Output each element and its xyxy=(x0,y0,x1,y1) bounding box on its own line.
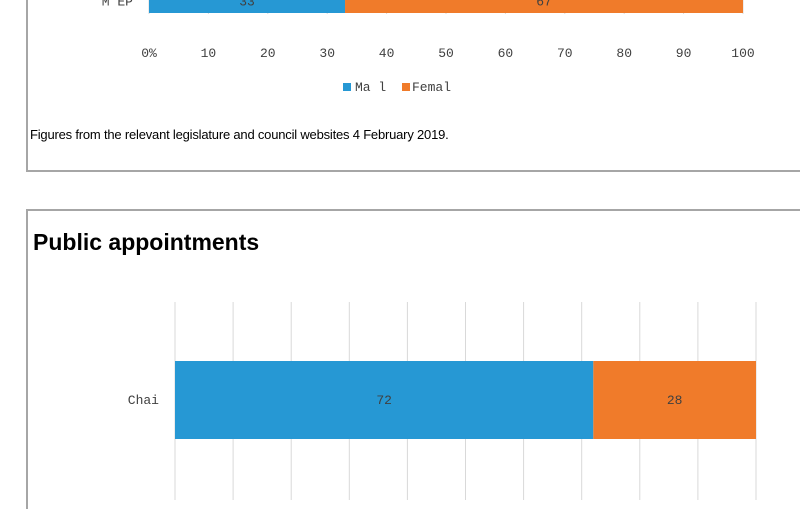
x-tick-label: 10 xyxy=(201,46,217,61)
bar-male xyxy=(175,361,594,439)
x-tick-label: 20 xyxy=(260,46,276,61)
bar-male xyxy=(149,0,346,13)
chart-panel-mep xyxy=(26,0,800,172)
data-label: 28 xyxy=(667,393,683,408)
legend-swatch-female xyxy=(402,83,410,91)
legend-label-male: Ma l xyxy=(355,80,386,95)
x-tick-label: 100 xyxy=(731,46,754,61)
source-note: Figures from the relevant legislature an… xyxy=(30,127,449,142)
chart-panel-public-appointments xyxy=(26,209,800,509)
legend-label-female: Femal xyxy=(412,80,451,95)
x-tick-label: 60 xyxy=(498,46,514,61)
bar-series: 72 28 xyxy=(175,361,756,439)
category-labels: M EP xyxy=(102,0,133,10)
x-tick-label: 40 xyxy=(379,46,395,61)
x-tick-label: 70 xyxy=(557,46,573,61)
x-tick-label: 30 xyxy=(319,46,335,61)
mep-bar-chart: 33 67 M EP 0% 10 20 30 40 50 60 70 80 90 100 Ma l F… xyxy=(102,0,755,95)
data-label: 33 xyxy=(239,0,255,10)
x-tick-label: 90 xyxy=(676,46,692,61)
category-labels: Chai xyxy=(128,393,159,408)
chart-title: Public appointments xyxy=(33,229,260,255)
bar-female xyxy=(345,0,743,13)
x-tick-label: 50 xyxy=(438,46,454,61)
x-tick-label: 80 xyxy=(616,46,632,61)
data-label: 67 xyxy=(536,0,552,10)
legend-swatch-male xyxy=(343,83,351,91)
legend: Ma l Femal xyxy=(343,80,451,95)
bar-series: 33 67 xyxy=(149,0,743,13)
category-label: Chai xyxy=(128,393,159,408)
x-tick-label: 0% xyxy=(141,46,157,61)
x-axis-ticks: 0% 10 20 30 40 50 60 70 80 90 100 xyxy=(141,46,755,61)
data-label: 72 xyxy=(376,393,392,408)
category-label: M EP xyxy=(102,0,133,10)
bar-female xyxy=(593,361,756,439)
